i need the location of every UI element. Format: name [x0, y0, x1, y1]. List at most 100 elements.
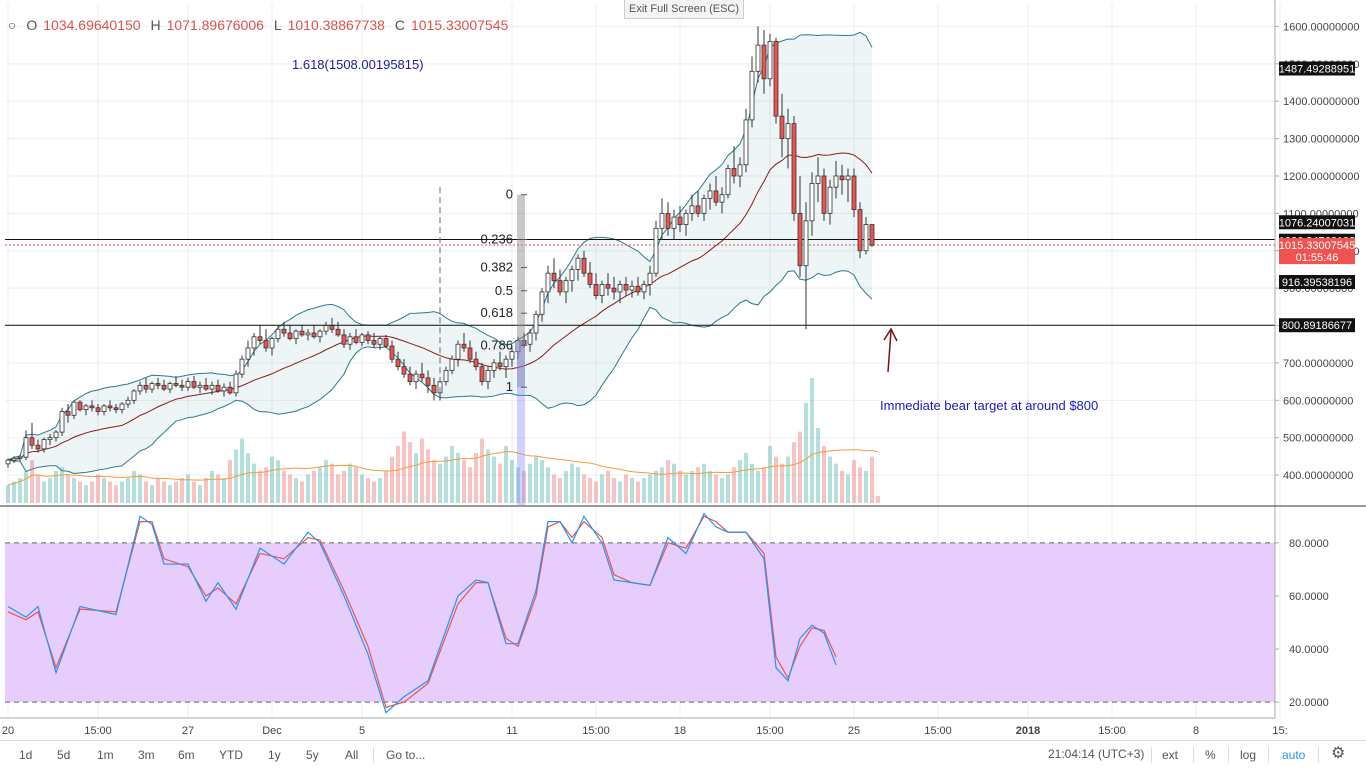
- ohlc-low-key: L: [273, 17, 282, 33]
- candle-body: [539, 291, 545, 315]
- price-axis-label: 1300.00000000: [1283, 134, 1359, 146]
- price-tag-label: 800.89186677: [1282, 320, 1352, 332]
- bollinger-upper-line: [7, 31, 873, 461]
- candle-body: [731, 168, 737, 177]
- candle-body: [401, 366, 407, 375]
- exit-fullscreen-button[interactable]: Exit Full Screen (ESC): [624, 0, 745, 19]
- volume-bar: [780, 463, 784, 503]
- ohlc-high-value: 1071.89676006: [166, 17, 264, 33]
- candle-body: [263, 340, 269, 349]
- time-axis-label: 15:: [1272, 725, 1287, 737]
- candle-body: [779, 115, 785, 139]
- candle-body: [719, 194, 725, 203]
- range-5y-button[interactable]: 5y: [306, 748, 319, 762]
- volume-bar: [54, 470, 58, 503]
- volume-bar: [210, 470, 214, 503]
- volume-bar: [666, 460, 670, 503]
- toolbar-divider: [1228, 747, 1229, 763]
- ohlc-open: O 1034.69640150: [26, 17, 140, 33]
- candle-body: [755, 44, 761, 72]
- stochastic-axis-label: 20.0000: [1289, 697, 1329, 709]
- volume-bar: [342, 470, 346, 503]
- volume-bar: [174, 481, 178, 503]
- candle-body: [155, 383, 161, 386]
- auto-scale-toggle[interactable]: auto: [1282, 748, 1306, 762]
- volume-bar: [60, 467, 64, 503]
- volume-bar: [312, 470, 316, 503]
- volume-bar: [774, 456, 778, 503]
- candle-body: [827, 186, 833, 214]
- ext-hours-toggle[interactable]: ext: [1162, 748, 1179, 762]
- candle-body: [317, 330, 323, 338]
- candle-body: [551, 272, 557, 282]
- candle-body: [635, 285, 641, 293]
- volume-bar: [444, 456, 448, 503]
- candle-body: [77, 401, 83, 411]
- volume-bar: [810, 378, 814, 503]
- log-scale-toggle[interactable]: log: [1240, 748, 1257, 762]
- ohlc-close-value: 1015.33007545: [410, 17, 509, 33]
- price-axis-label: 500.00000000: [1283, 433, 1353, 445]
- candle-body: [227, 386, 233, 394]
- range-6m-button[interactable]: 6m: [178, 748, 195, 762]
- volume-bar: [594, 481, 598, 503]
- range-3m-button[interactable]: 3m: [138, 748, 155, 762]
- volume-bar: [786, 456, 790, 503]
- range-5d-button[interactable]: 5d: [57, 748, 71, 762]
- volume-bar: [480, 438, 484, 503]
- fib-level-label: 0.786: [480, 337, 513, 352]
- candle-body: [287, 332, 293, 340]
- volume-bar: [300, 481, 304, 503]
- gear-icon[interactable]: ⚙: [1331, 745, 1346, 762]
- stochastic-axis-label: 80.0000: [1289, 538, 1329, 550]
- time-axis-label: 11: [506, 725, 517, 737]
- volume-bar: [540, 460, 544, 503]
- price-tag-label: 1487.49288951: [1279, 63, 1355, 75]
- range-all-button[interactable]: All: [345, 748, 359, 762]
- candle-body: [311, 332, 317, 338]
- candle-body: [137, 384, 143, 392]
- range-1y-button[interactable]: 1y: [268, 748, 281, 762]
- volume-bar: [858, 467, 862, 503]
- volume-bar: [222, 478, 226, 503]
- volume-bar: [108, 481, 112, 503]
- candle-body: [869, 224, 875, 246]
- volume-bar: [168, 485, 172, 503]
- volume-bar: [516, 467, 520, 503]
- candle-body: [791, 123, 797, 214]
- price-tag-label: 1076.24007031: [1279, 217, 1355, 229]
- candle-body: [665, 212, 671, 229]
- volume-bar: [768, 445, 772, 503]
- candle-body: [485, 370, 491, 383]
- goto-date-button[interactable]: Go to...: [386, 748, 426, 762]
- volume-bar: [576, 467, 580, 503]
- candle-body: [833, 175, 839, 188]
- volume-bar: [450, 445, 454, 503]
- candle-body: [563, 280, 569, 293]
- candle-body: [701, 198, 707, 214]
- volume-bar: [354, 467, 358, 503]
- volume-bar: [336, 474, 340, 503]
- candle-body: [365, 334, 371, 341]
- candle-body: [557, 280, 563, 293]
- volume-bar: [156, 478, 160, 503]
- volume-bar: [618, 481, 622, 503]
- chart-area[interactable]: 0 0.236 0.382 0.5 0.618 0.786 1 1.618(1508.0019…: [0, 0, 1366, 740]
- range-ytd-button[interactable]: YTD: [219, 748, 243, 762]
- volume-bar: [330, 463, 334, 503]
- range-1m-button[interactable]: 1m: [97, 748, 114, 762]
- range-1d-button[interactable]: 1d: [19, 748, 33, 762]
- candle-body: [575, 257, 581, 270]
- fib-date-highlight: [517, 340, 525, 505]
- volume-bar: [72, 478, 76, 503]
- volume-bar: [492, 456, 496, 503]
- candle-body: [725, 168, 731, 196]
- candle-body: [53, 431, 59, 439]
- volume-bar: [276, 460, 280, 503]
- time-axis-label: 18: [674, 725, 686, 737]
- candle-body: [677, 216, 683, 225]
- volume-bar: [294, 478, 298, 503]
- volume-bar: [534, 456, 538, 503]
- volume-bar: [126, 478, 130, 503]
- percent-scale-toggle[interactable]: %: [1205, 748, 1216, 762]
